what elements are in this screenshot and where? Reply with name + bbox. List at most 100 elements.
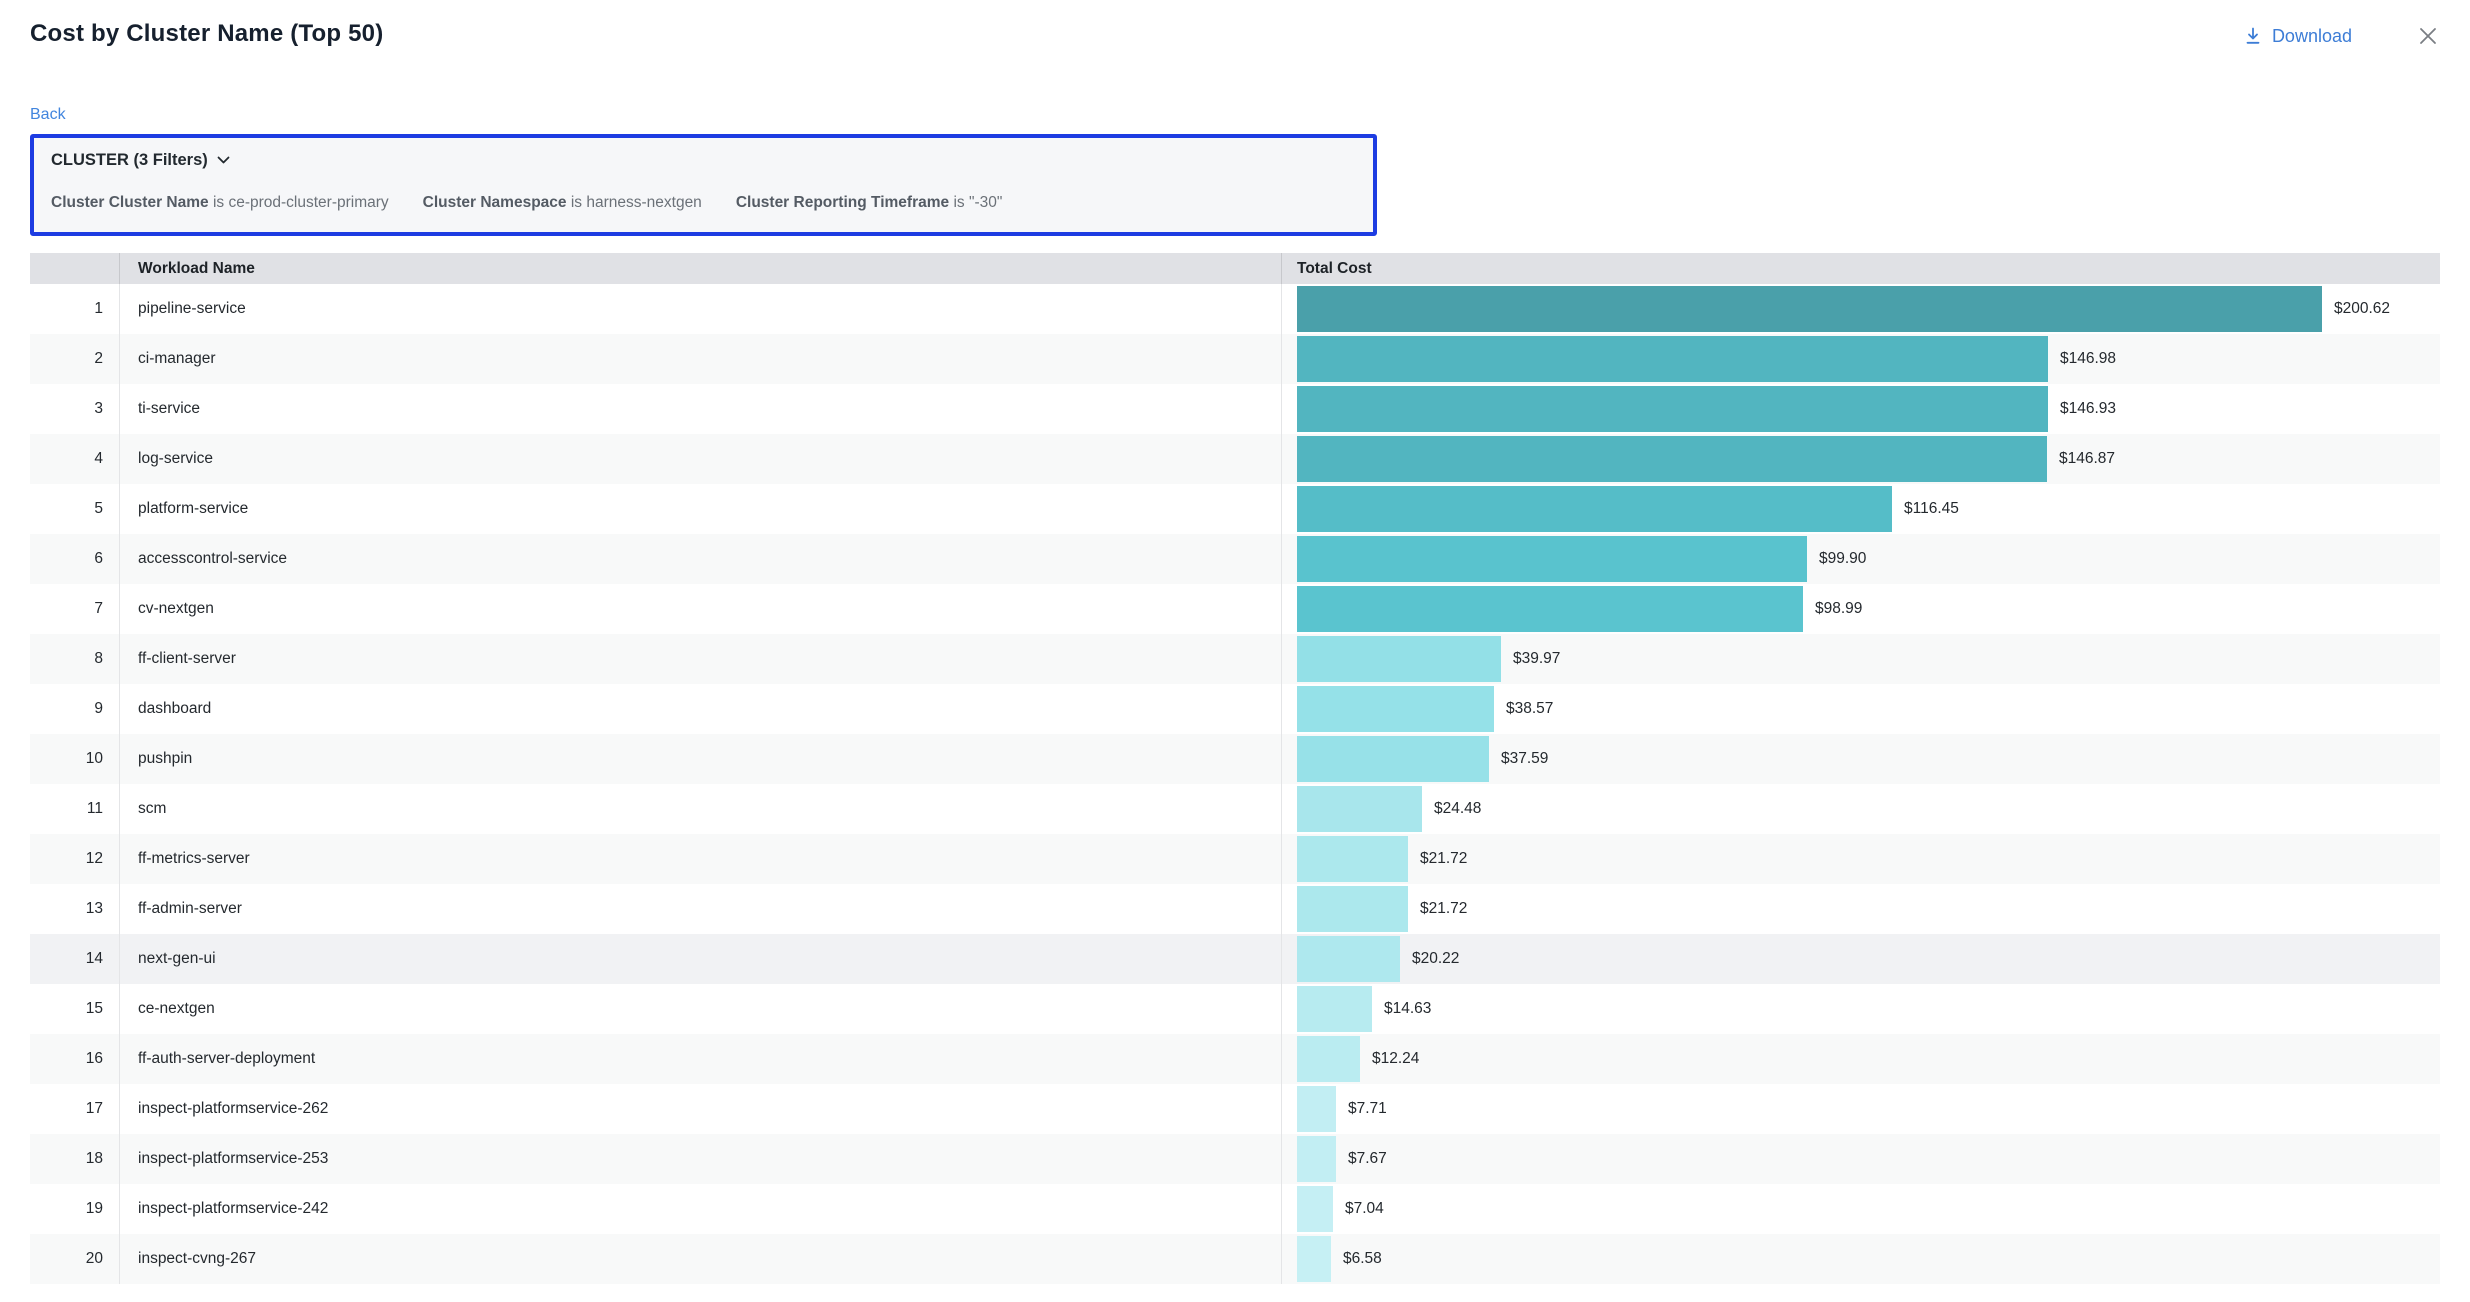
cost-value: $99.90	[1819, 550, 1867, 567]
table-row: 12 ff-metrics-server $21.72	[30, 834, 2440, 884]
table-row: 2 ci-manager $146.98	[30, 334, 2440, 384]
workload-name: next-gen-ui	[120, 934, 1282, 984]
cost-bar[interactable]	[1297, 986, 1372, 1032]
total-cost-cell: $7.04	[1282, 1184, 2440, 1234]
row-rank: 16	[30, 1034, 120, 1084]
cost-bar[interactable]	[1297, 786, 1422, 832]
table-body: 1 pipeline-service $200.62 2 ci-manager $146.…	[30, 284, 2440, 1284]
total-cost-cell: $146.87	[1282, 434, 2440, 484]
cost-value: $20.22	[1412, 950, 1460, 967]
table-header-row: Workload Name Total Cost	[30, 253, 2440, 284]
filter-items: Cluster Cluster Name is ce-prod-cluster-…	[51, 193, 1356, 213]
filter-field-label: Cluster Namespace	[422, 194, 567, 211]
close-button[interactable]	[2414, 22, 2442, 50]
download-icon	[2243, 26, 2263, 46]
cost-bar[interactable]	[1297, 636, 1501, 682]
table-row: 5 platform-service $116.45	[30, 484, 2440, 534]
cost-value: $7.67	[1348, 1150, 1387, 1167]
cost-bar[interactable]	[1297, 1036, 1360, 1082]
total-cost-cell: $99.90	[1282, 534, 2440, 584]
workload-name: log-service	[120, 434, 1282, 484]
workload-name: inspect-platformservice-262	[120, 1084, 1282, 1134]
cost-bar[interactable]	[1297, 286, 2322, 332]
row-rank: 3	[30, 384, 120, 434]
table-row: 10 pushpin $37.59	[30, 734, 2440, 784]
row-rank: 11	[30, 784, 120, 834]
cost-value: $38.57	[1506, 700, 1554, 717]
cost-bar[interactable]	[1297, 536, 1807, 582]
total-cost-column-header[interactable]: Total Cost	[1297, 259, 1372, 277]
total-cost-cell: $39.97	[1282, 634, 2440, 684]
cost-value: $146.93	[2060, 400, 2117, 417]
row-rank: 14	[30, 934, 120, 984]
cost-bar[interactable]	[1297, 686, 1494, 732]
total-cost-cell: $6.58	[1282, 1234, 2440, 1284]
row-rank: 17	[30, 1084, 120, 1134]
workload-name-column-header[interactable]: Workload Name	[120, 253, 1282, 284]
cost-value: $12.24	[1372, 1050, 1420, 1067]
header-actions: Download	[2243, 20, 2442, 50]
total-cost-cell: $12.24	[1282, 1034, 2440, 1084]
filter-summary-toggle[interactable]: CLUSTER (3 Filters)	[51, 151, 230, 170]
filter-summary-label: CLUSTER (3 Filters)	[51, 151, 208, 169]
cost-bar[interactable]	[1297, 386, 2048, 432]
row-rank: 8	[30, 634, 120, 684]
cost-bar[interactable]	[1297, 1136, 1336, 1182]
table-row: 13 ff-admin-server $21.72	[30, 884, 2440, 934]
rank-column-header	[30, 253, 120, 284]
page-title: Cost by Cluster Name (Top 50)	[30, 20, 384, 47]
download-label: Download	[2271, 25, 2352, 46]
back-link[interactable]: Back	[30, 106, 66, 123]
workload-name: accesscontrol-service	[120, 534, 1282, 584]
filter-condition: is ce-prod-cluster-primary	[212, 194, 389, 211]
filter-field-label: Cluster Cluster Name	[51, 194, 209, 211]
download-button[interactable]: Download	[2243, 26, 2352, 47]
workload-name: cv-nextgen	[120, 584, 1282, 634]
total-cost-cell: $20.22	[1282, 934, 2440, 984]
row-rank: 18	[30, 1134, 120, 1184]
workload-name: pipeline-service	[120, 284, 1282, 334]
row-rank: 2	[30, 334, 120, 384]
cost-value: $146.98	[2060, 350, 2117, 367]
table-row: 8 ff-client-server $39.97	[30, 634, 2440, 684]
cost-bar[interactable]	[1297, 1086, 1336, 1132]
cost-bar[interactable]	[1297, 736, 1489, 782]
workload-name: scm	[120, 784, 1282, 834]
cost-value: $7.71	[1348, 1100, 1387, 1117]
total-cost-cell: $146.93	[1282, 384, 2440, 434]
cost-bar[interactable]	[1297, 886, 1408, 932]
total-cost-cell: $200.62	[1282, 284, 2440, 334]
total-cost-cell: $24.48	[1282, 784, 2440, 834]
workload-name: inspect-platformservice-242	[120, 1184, 1282, 1234]
close-icon	[2416, 28, 2440, 51]
workload-name: dashboard	[120, 684, 1282, 734]
cost-bar[interactable]	[1297, 486, 1892, 532]
cost-bar[interactable]	[1297, 1186, 1333, 1232]
filter-condition: is harness-nextgen	[570, 194, 702, 211]
row-rank: 19	[30, 1184, 120, 1234]
table-row: 9 dashboard $38.57	[30, 684, 2440, 734]
total-cost-cell: $7.67	[1282, 1134, 2440, 1184]
table-row: 4 log-service $146.87	[30, 434, 2440, 484]
row-rank: 7	[30, 584, 120, 634]
cost-bar[interactable]	[1297, 586, 1803, 632]
cost-bar[interactable]	[1297, 436, 2047, 482]
total-cost-cell: $7.71	[1282, 1084, 2440, 1134]
filter-field-label: Cluster Reporting Timeframe	[735, 194, 950, 211]
cluster-filter-panel[interactable]: CLUSTER (3 Filters) Cluster Cluster Name…	[30, 134, 1377, 236]
cost-bar[interactable]	[1297, 936, 1400, 982]
cost-bar[interactable]	[1297, 1236, 1331, 1282]
total-cost-cell: $116.45	[1282, 484, 2440, 534]
total-cost-cell: $146.98	[1282, 334, 2440, 384]
filter-item-cluster-name: Cluster Cluster Name is ce-prod-cluster-…	[51, 193, 389, 213]
cost-value: $14.63	[1384, 1000, 1432, 1017]
cost-bar[interactable]	[1297, 836, 1408, 882]
row-rank: 6	[30, 534, 120, 584]
row-rank: 10	[30, 734, 120, 784]
cost-value: $6.58	[1343, 1250, 1382, 1267]
table-row: 7 cv-nextgen $98.99	[30, 584, 2440, 634]
total-cost-cell: $98.99	[1282, 584, 2440, 634]
cost-bar[interactable]	[1297, 336, 2048, 382]
table-row: 1 pipeline-service $200.62	[30, 284, 2440, 334]
cost-value: $98.99	[1815, 600, 1863, 617]
